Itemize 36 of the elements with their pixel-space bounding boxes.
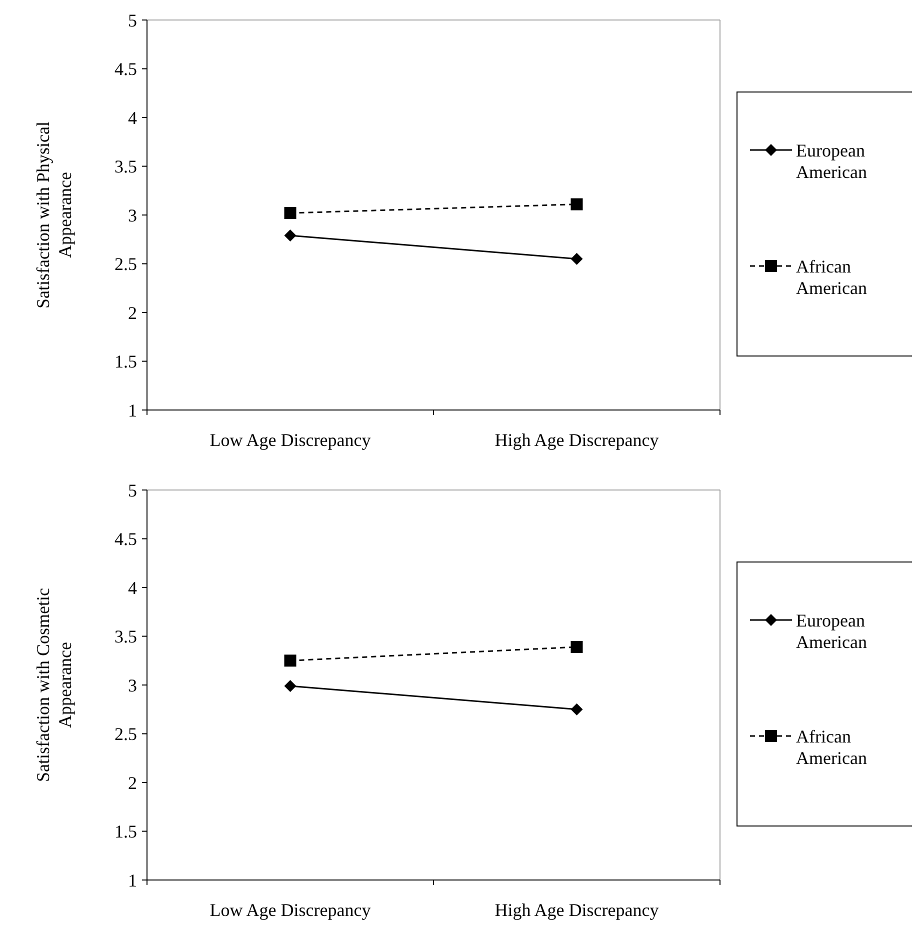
y-tick-label: 2 (128, 772, 137, 793)
x-tick-label: Low Age Discrepancy (210, 430, 371, 450)
x-tick-label: High Age Discrepancy (494, 900, 659, 920)
y-tick-label: 2.5 (114, 724, 137, 744)
legend-label: European American (796, 610, 867, 652)
point (570, 703, 583, 716)
y-tick-label: 4 (128, 578, 137, 598)
y-tick-label: 4.5 (114, 529, 137, 550)
legend-label: African American (796, 256, 867, 298)
point (284, 654, 296, 667)
y-tick-label: 1.5 (114, 352, 137, 372)
y-tick-label: 3 (128, 205, 137, 226)
y-tick-label: 2 (128, 302, 137, 323)
y-axis-title: Satisfaction with Physical Appearance (33, 122, 75, 308)
point (570, 198, 583, 210)
y-tick-label: 2.5 (114, 254, 137, 274)
y-tick-label: 5 (128, 10, 137, 30)
x-tick-label: High Age Discrepancy (494, 430, 659, 450)
point (284, 207, 296, 220)
y-tick-label: 1 (128, 400, 137, 420)
y-tick-label: 3 (128, 675, 137, 696)
point (570, 640, 583, 653)
y-tick-label: 1.5 (114, 822, 137, 842)
point (284, 680, 296, 692)
point (284, 229, 296, 242)
y-tick-label: 1 (128, 870, 137, 890)
y-tick-label: 3.5 (114, 626, 137, 647)
x-tick-label: Low Age Discrepancy (210, 900, 371, 920)
y-tick-label: 5 (128, 480, 137, 500)
y-tick-label: 4 (128, 108, 137, 128)
legend-label: European American (796, 140, 867, 182)
y-axis-title: Satisfaction with Cosmetic Appearance (33, 588, 75, 782)
legend-label: African American (796, 726, 867, 768)
y-tick-label: 3.5 (114, 156, 137, 177)
y-tick-label: 4.5 (114, 59, 137, 80)
point (570, 252, 583, 265)
